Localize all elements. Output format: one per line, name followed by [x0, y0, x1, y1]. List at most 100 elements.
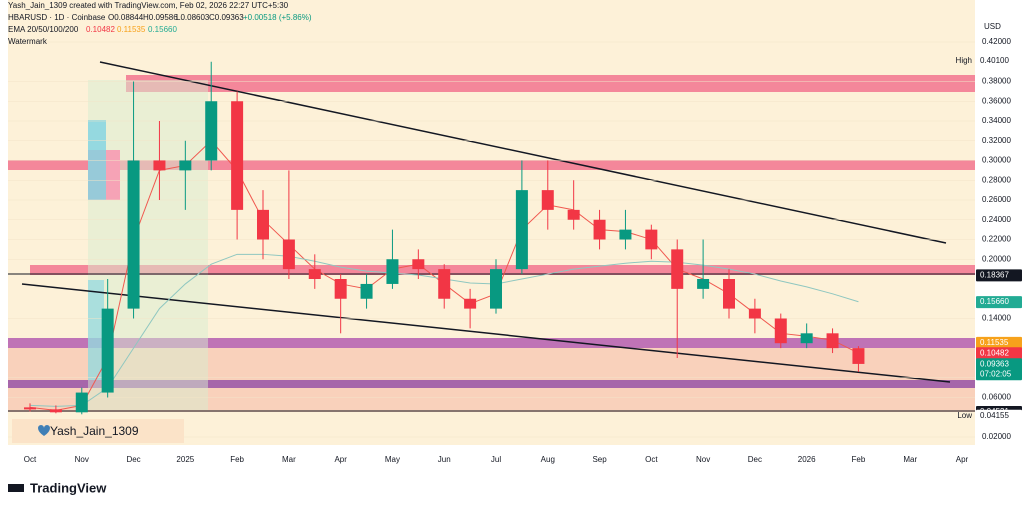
candle-body: [438, 269, 451, 299]
x-tick-label: Jul: [491, 455, 501, 464]
candle-body: [723, 279, 735, 309]
candle-body: [567, 209, 580, 220]
candle-body: [515, 190, 528, 270]
x-tick-label: Mar: [282, 455, 296, 464]
candle-body: [153, 160, 166, 171]
candle-body: [282, 239, 295, 270]
candle-body: [774, 318, 787, 344]
candle-body: [231, 101, 244, 210]
ema-value: 0.15660: [148, 25, 177, 34]
candle-body: [852, 348, 865, 364]
y-tick-label: 0.34000: [982, 116, 1011, 125]
heart-icon: [38, 425, 50, 436]
candle-body: [334, 279, 347, 299]
candle-body: [645, 229, 658, 250]
ohlc: H0.09586: [143, 13, 178, 22]
logo-icon: [8, 484, 24, 492]
y-tick-label: 0.06000: [982, 393, 1011, 402]
zone: [8, 338, 975, 348]
x-tick-label: Jun: [438, 455, 451, 464]
candle-body: [49, 409, 62, 413]
price-badge-sublabel: 07:02:05: [980, 369, 1012, 378]
symbol: HBARUSD · 1D · Coinbase: [8, 13, 106, 22]
x-tick-label: Oct: [24, 455, 37, 464]
logo: TradingView: [30, 480, 107, 495]
ema-value: 0.11535: [117, 25, 146, 34]
y-tick-label: 0.28000: [982, 175, 1011, 184]
x-tick-label: Dec: [126, 455, 140, 464]
change: +0.00518 (+5.86%): [243, 13, 312, 22]
volume-profile: [88, 280, 104, 380]
x-tick-label: Nov: [75, 455, 89, 464]
candle-body: [464, 298, 477, 309]
candle-body: [101, 308, 114, 393]
x-tick-label: Oct: [645, 455, 658, 464]
candle-body: [179, 160, 192, 171]
x-tick-label: May: [385, 455, 400, 464]
y-tick-label: 0.26000: [982, 195, 1011, 204]
x-tick-label: Dec: [748, 455, 762, 464]
candle-body: [24, 407, 36, 410]
candle-body: [697, 279, 710, 289]
y-tick-label: 0.14000: [982, 314, 1011, 323]
ohlc: O0.08844: [108, 13, 144, 22]
zone: [126, 75, 975, 92]
candle-body: [826, 333, 839, 349]
ema-label: EMA 20/50/100/200: [8, 25, 79, 34]
price-badge-tag: Low: [957, 411, 972, 420]
candle-body: [748, 308, 761, 319]
y-tick-label: 0.32000: [982, 136, 1011, 145]
author-badge: Yash_Jain_1309: [50, 424, 139, 438]
trend-line: [21, 283, 951, 383]
price-badge: [976, 296, 1022, 309]
price-badge-tag: High: [956, 56, 972, 65]
candle-body: [671, 249, 684, 289]
candle-body: [412, 259, 425, 270]
y-tick-label: 0.24000: [982, 215, 1011, 224]
zone: [30, 265, 975, 275]
x-tick-label: 2026: [798, 455, 816, 464]
x-tick-label: Apr: [334, 455, 347, 464]
ohlc: C0.09363: [209, 13, 244, 22]
candle-body: [800, 333, 813, 344]
ema-value: 0.10482: [86, 25, 115, 34]
price-badge-label: 0.15660: [980, 297, 1009, 306]
price-badge: [976, 269, 1022, 282]
y-tick-label: 0.20000: [982, 254, 1011, 263]
price-badge-label: 0.04155: [980, 411, 1009, 420]
y-tick-label: 0.02000: [982, 432, 1011, 441]
volume-profile: [88, 120, 106, 200]
price-badge-label: 0.40100: [980, 56, 1009, 65]
x-tick-label: Feb: [230, 455, 244, 464]
price-badge: [976, 347, 1022, 360]
price-badge: [976, 336, 1022, 349]
y-tick-label: 0.22000: [982, 235, 1011, 244]
currency: USD: [984, 22, 1001, 31]
y-tick-label: 0.30000: [982, 156, 1011, 165]
price-badge-label: 0.10482: [980, 348, 1009, 357]
candle-body: [593, 219, 606, 240]
ohlc: L0.08603: [176, 13, 210, 22]
credit: Yash_Jain_1309 created with TradingView.…: [8, 1, 289, 10]
y-tick-label: 0.36000: [982, 96, 1011, 105]
zone: [8, 160, 975, 170]
candle-body: [127, 160, 140, 309]
trend-line: [99, 61, 947, 244]
candle-body: [386, 259, 399, 284]
candle-body: [75, 392, 88, 413]
x-tick-label: Apr: [956, 455, 969, 464]
watermark: Watermark: [8, 37, 48, 46]
price-badge-label: 0.11535: [980, 338, 1009, 347]
price-badge: [976, 358, 1022, 381]
price-badge: [976, 54, 1022, 67]
x-tick-label: Sep: [592, 455, 607, 464]
candle-body: [490, 269, 502, 309]
x-tick-label: Nov: [696, 455, 710, 464]
candle-body: [619, 229, 632, 240]
candle-body: [541, 190, 554, 210]
candle-body: [257, 209, 269, 240]
price-badge-label: 0.18367: [980, 270, 1009, 279]
y-tick-label: 0.42000: [982, 37, 1011, 46]
candle-body: [205, 101, 218, 161]
